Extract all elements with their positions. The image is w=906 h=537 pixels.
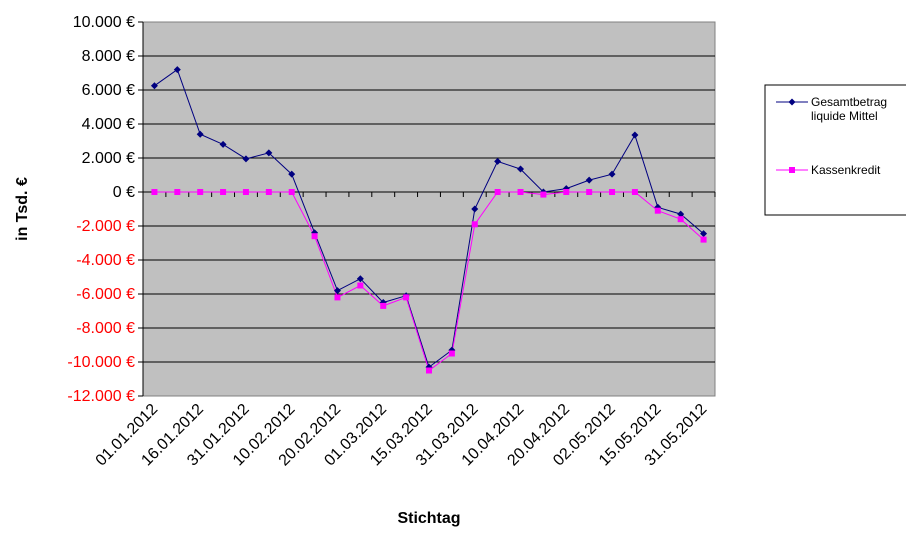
y-axis-title: in Tsd. €: [14, 177, 31, 241]
data-point-1: [586, 189, 593, 195]
y-tick-label: 0 €: [113, 184, 135, 201]
series-markers: [150, 66, 708, 374]
data-point-1: [700, 236, 707, 243]
y-tick-label: 4.000 €: [82, 116, 135, 133]
data-point-0: [242, 155, 250, 163]
y-tick-label: -12.000 €: [67, 388, 135, 405]
data-point-1: [242, 189, 249, 195]
y-tick-label: 6.000 €: [82, 82, 135, 99]
y-tick-label: -6.000 €: [76, 286, 135, 303]
data-point-1: [197, 189, 204, 195]
legend-marker: [789, 167, 795, 173]
data-point-1: [357, 282, 364, 289]
data-point-0: [150, 82, 158, 90]
y-axis-tick-labels: 10.000 € 8.000 € 6.000 € 4.000 € 2.000 € 0 € -…: [67, 14, 135, 405]
y-tick-label: -4.000 €: [76, 252, 135, 269]
y-tick-label: 2.000 €: [82, 150, 135, 167]
data-point-0: [700, 230, 708, 238]
data-point-0: [471, 205, 479, 213]
data-point-0: [288, 170, 296, 178]
x-axis-tick-labels: 01.01.201216.01.201231.01.201210.02.2012…: [93, 401, 711, 470]
y-tick-label: -10.000 €: [67, 354, 135, 371]
data-point-1: [151, 189, 158, 195]
data-point-1: [494, 189, 501, 195]
data-point-1: [563, 189, 570, 195]
data-point-0: [494, 157, 502, 165]
legend-box: [764, 84, 906, 216]
data-point-1: [265, 189, 272, 195]
data-point-1: [174, 189, 181, 195]
data-point-0: [173, 66, 181, 74]
data-point-1: [471, 221, 478, 228]
data-point-1: [540, 191, 547, 198]
y-tick-label: 10.000 €: [73, 14, 135, 31]
y-tick-label: 8.000 €: [82, 48, 135, 65]
data-point-0: [265, 149, 273, 157]
y-tick-label: -8.000 €: [76, 320, 135, 337]
data-point-0: [608, 170, 616, 178]
data-point-0: [219, 140, 227, 148]
data-point-1: [426, 367, 432, 374]
data-point-0: [333, 287, 341, 295]
data-point-0: [631, 131, 639, 139]
legend-marker: [788, 98, 796, 106]
legend-label: Kassenkredit: [811, 163, 881, 177]
data-point-0: [517, 165, 525, 173]
data-point-1: [448, 350, 455, 357]
data-point-1: [311, 233, 318, 240]
data-point-1: [517, 189, 524, 195]
data-point-1: [654, 207, 661, 214]
data-point-1: [288, 189, 295, 195]
plot-area: [142, 21, 716, 397]
data-point-1: [220, 189, 227, 195]
data-point-1: [334, 294, 341, 301]
legend-label: Gesamtbetrag: [811, 95, 887, 109]
data-point-0: [356, 275, 364, 283]
data-point-1: [677, 216, 684, 223]
x-axis-title: Stichtag: [397, 510, 460, 527]
data-point-1: [631, 189, 638, 195]
data-point-0: [196, 130, 204, 138]
data-point-1: [609, 189, 616, 195]
data-point-0: [677, 210, 685, 218]
data-point-1: [380, 302, 387, 309]
y-tick-label: -2.000 €: [76, 218, 135, 235]
data-point-0: [585, 176, 593, 184]
data-point-1: [403, 294, 410, 301]
legend-label: liquide Mittel: [811, 109, 878, 123]
